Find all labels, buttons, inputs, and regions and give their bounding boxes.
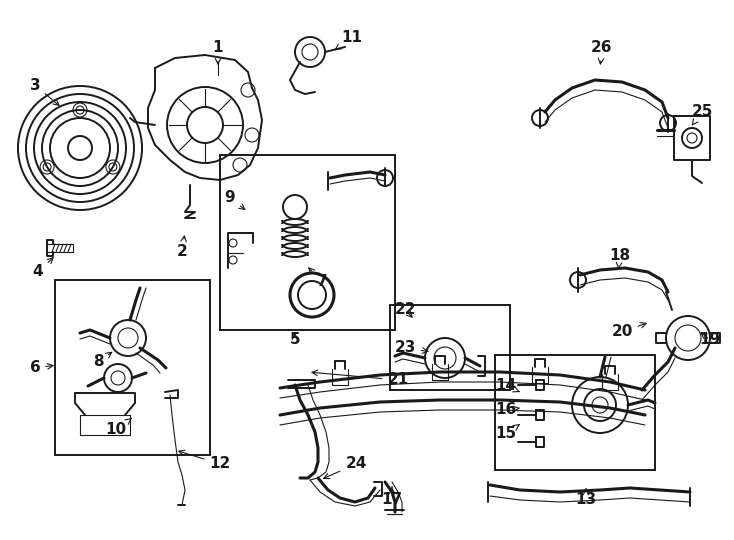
Text: 6: 6 [29, 361, 53, 375]
Text: 23: 23 [394, 341, 428, 355]
Text: 1: 1 [213, 40, 223, 64]
Text: 18: 18 [609, 247, 631, 268]
Text: 10: 10 [106, 418, 131, 437]
Text: 3: 3 [29, 78, 59, 105]
Bar [495, 355, 655, 470]
Text: 21: 21 [312, 370, 409, 388]
Text: 17: 17 [382, 487, 402, 508]
Text: 11: 11 [335, 30, 363, 50]
Text: 2: 2 [177, 236, 187, 260]
Text: 15: 15 [495, 424, 520, 442]
Text: 25: 25 [691, 105, 713, 125]
Text: 12: 12 [179, 450, 230, 471]
Text: 20: 20 [611, 322, 646, 340]
Text: 7: 7 [309, 268, 327, 289]
Bar [390, 305, 510, 390]
Text: 19: 19 [700, 333, 721, 348]
Text: 13: 13 [575, 489, 597, 508]
Bar [220, 155, 395, 330]
Bar [55, 280, 210, 455]
Text: 26: 26 [592, 40, 613, 64]
Text: 8: 8 [92, 352, 112, 369]
Text: 22: 22 [394, 302, 415, 318]
Text: 9: 9 [225, 191, 245, 210]
Text: 16: 16 [495, 402, 520, 417]
Text: 14: 14 [495, 379, 520, 394]
Text: 5: 5 [290, 333, 300, 348]
Text: 4: 4 [33, 258, 53, 280]
Text: 24: 24 [324, 456, 367, 478]
